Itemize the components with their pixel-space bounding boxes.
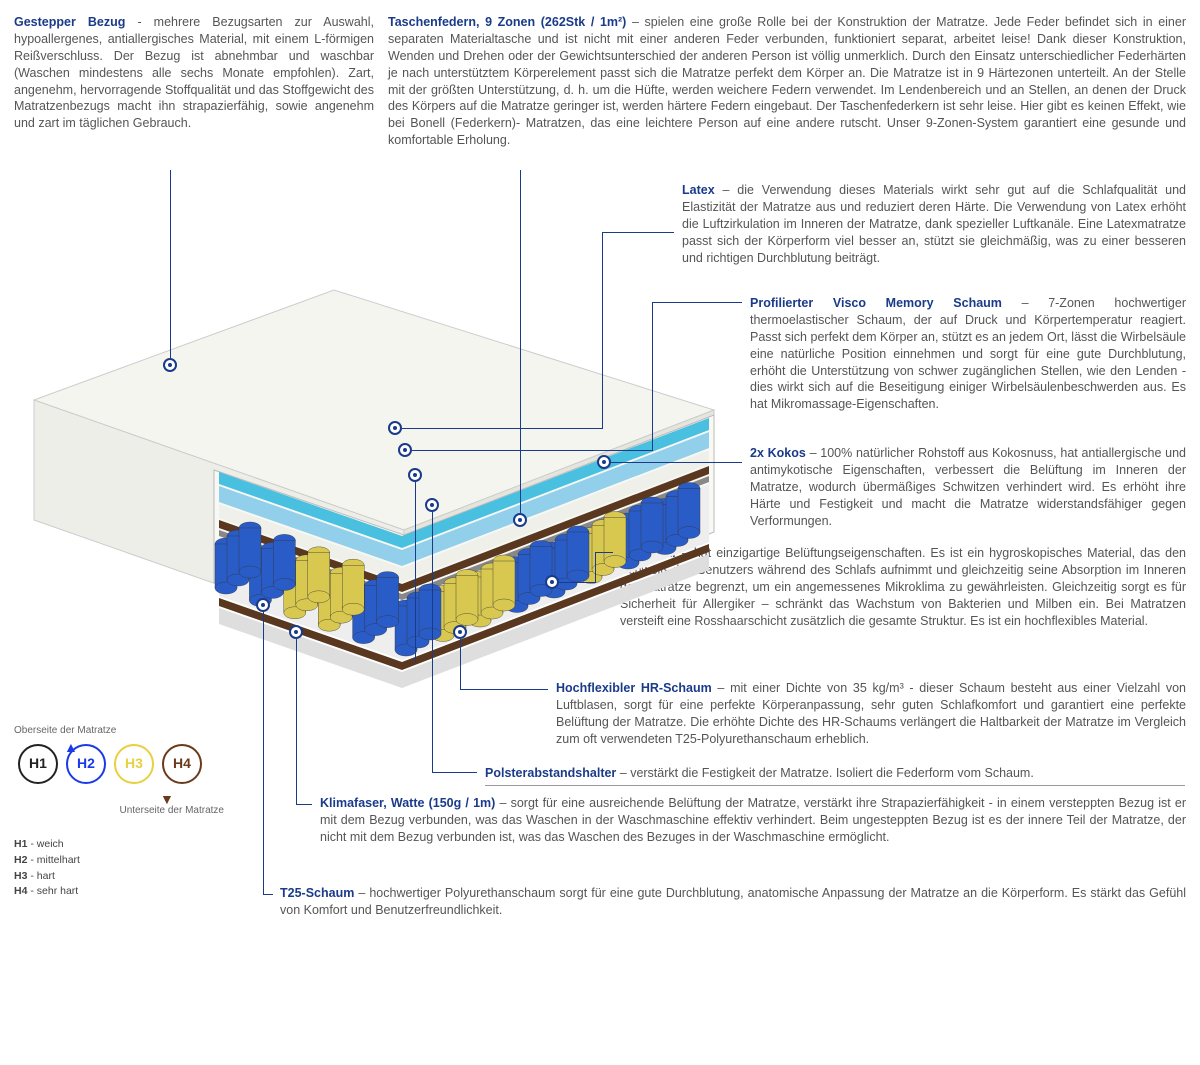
dot-polster	[425, 498, 439, 512]
leader	[652, 302, 742, 303]
hardness-circle: H1	[18, 744, 58, 784]
polster-text: – verstärkt die Festigkeit der Matratze.…	[616, 766, 1034, 780]
section-polster: Polsterabstandshalter – verstärkt die Fe…	[485, 765, 1185, 782]
dot-federn	[513, 513, 527, 527]
leader	[415, 482, 416, 662]
leader	[520, 170, 521, 513]
section-latex: Latex – die Verwendung dieses Materials …	[682, 182, 1186, 266]
dot-rosshaar	[545, 575, 559, 589]
hardness-circle: H3	[114, 744, 154, 784]
leader	[611, 462, 742, 463]
bezug-text: - mehrere Bezugsarten zur Auswahl, hypoa…	[14, 15, 374, 130]
hardness-legend: H1 - weichH2 - mittelhartH3 - hartH4 - s…	[14, 837, 264, 900]
hardness-legend-row: H3 - hart	[14, 869, 264, 885]
hardness-circle: H4	[162, 744, 202, 784]
leader	[595, 552, 613, 553]
hardness-legend-row: H4 - sehr hart	[14, 884, 264, 900]
leader	[652, 302, 653, 451]
leader	[595, 552, 596, 583]
mattress-diagram	[14, 230, 734, 690]
t25-title: T25-Schaum	[280, 886, 354, 900]
section-federn: Taschenfedern, 9 Zonen (262Stk / 1m²) – …	[388, 14, 1186, 149]
leader	[263, 894, 273, 895]
federn-title: Taschenfedern, 9 Zonen (262Stk / 1m²)	[388, 15, 626, 29]
hardness-circles: H1H2H3H4	[14, 744, 264, 784]
kokos-title: 2x Kokos	[750, 446, 806, 460]
section-bezug: Gestepper Bezug - mehrere Bezugsarten zu…	[14, 14, 374, 132]
hardness-bottom-label: Unterseite der Matratze	[14, 804, 224, 818]
leader	[602, 232, 674, 233]
leader	[432, 512, 433, 772]
dot-klima2	[289, 625, 303, 639]
leader	[602, 232, 603, 429]
leader	[296, 804, 312, 805]
dot-kokos	[597, 455, 611, 469]
federn-text: – spielen eine große Rolle bei der Konst…	[388, 15, 1186, 147]
dot-bezug	[163, 358, 177, 372]
polster-title: Polsterabstandshalter	[485, 766, 616, 780]
hardness-panel: Oberseite der Matratze ▲ H1H2H3H4 ▼ Unte…	[14, 724, 264, 900]
bezug-title: Gestepper Bezug	[14, 15, 125, 29]
section-klima: Klimafaser, Watte (150g / 1m) – sorgt fü…	[320, 795, 1186, 846]
section-kokos: 2x Kokos – 100% natürlicher Rohstoff aus…	[750, 445, 1186, 529]
polster-bottom-leader	[485, 785, 1185, 786]
kokos-text: – 100% natürlicher Rohstoff aus Kokosnus…	[750, 446, 1186, 528]
hardness-top-label: Oberseite der Matratze	[14, 724, 264, 738]
section-hr: Hochflexibler HR-Schaum – mit einer Dich…	[556, 680, 1186, 748]
leader	[460, 639, 461, 689]
klima-title: Klimafaser, Watte (150g / 1m)	[320, 796, 495, 810]
visco-title: Profilierter Visco Memory Schaum	[750, 296, 1002, 310]
dot-klima1	[408, 468, 422, 482]
visco-text: – 7-Zonen hochwertiger thermoelastischer…	[750, 296, 1186, 411]
dot-latex	[388, 421, 402, 435]
dot-hr	[453, 625, 467, 639]
hardness-legend-row: H2 - mittelhart	[14, 853, 264, 869]
leader	[296, 639, 297, 804]
leader	[402, 428, 602, 429]
leader	[170, 170, 171, 358]
leader	[559, 582, 595, 583]
dot-visco	[398, 443, 412, 457]
leader	[412, 450, 652, 451]
section-t25: T25-Schaum – hochwertiger Polyurethansch…	[280, 885, 1186, 919]
t25-text: – hochwertiger Polyurethanschaum sorgt f…	[280, 886, 1186, 917]
latex-title: Latex	[682, 183, 715, 197]
dot-t25	[256, 598, 270, 612]
leader	[432, 772, 477, 773]
section-visco: Profilierter Visco Memory Schaum – 7-Zon…	[750, 295, 1186, 413]
leader	[460, 689, 548, 690]
hardness-legend-row: H1 - weich	[14, 837, 264, 853]
latex-text: – die Verwendung dieses Materials wirkt …	[682, 183, 1186, 265]
